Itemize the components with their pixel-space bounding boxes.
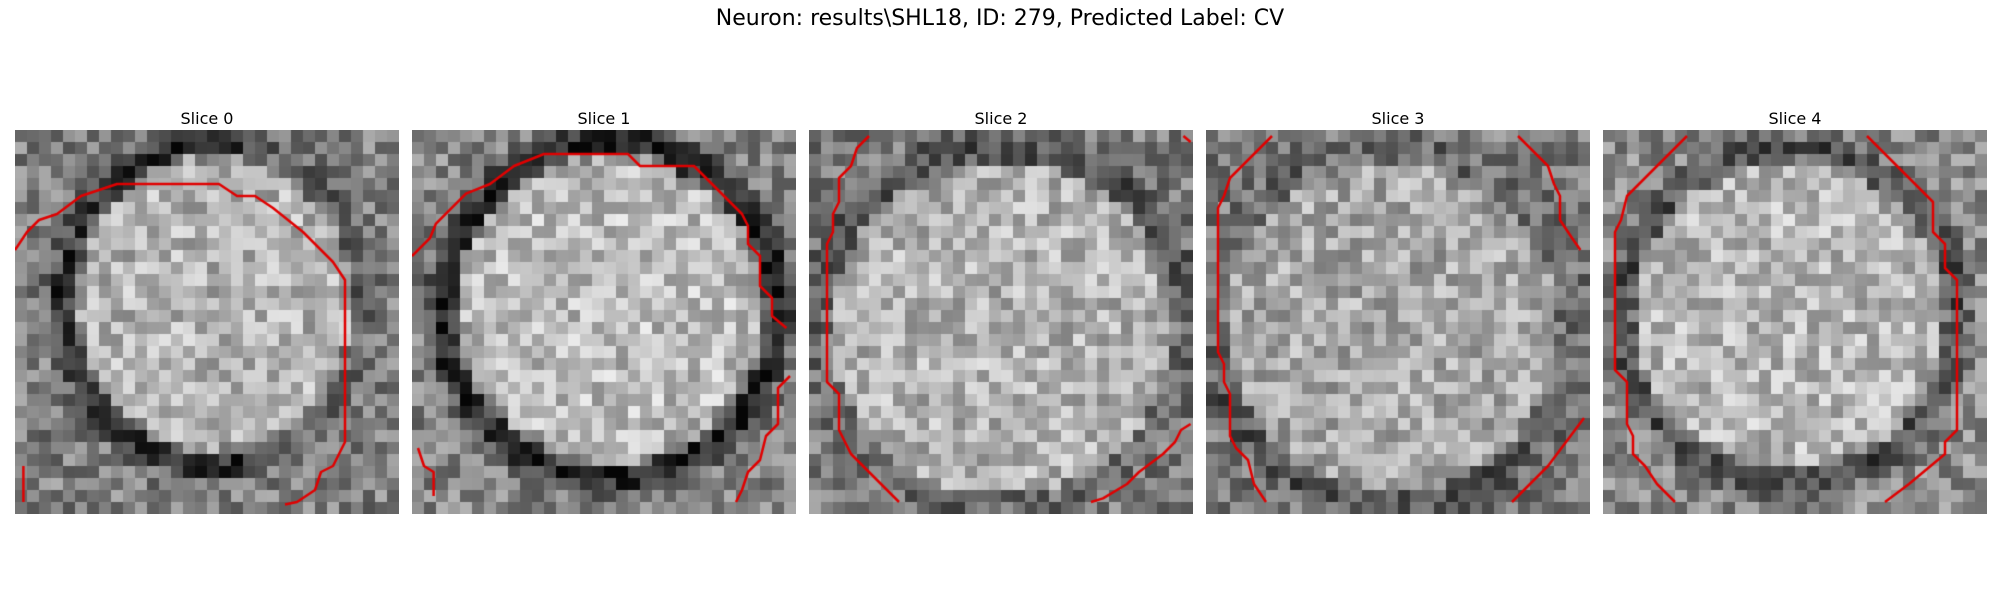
slice-panel-2: Slice 2: [809, 108, 1193, 514]
slice-title: Slice 3: [1371, 109, 1425, 128]
slice-title: Slice 4: [1768, 109, 1822, 128]
slice-panel-3: Slice 3: [1206, 108, 1590, 514]
slice-title: Slice 1: [577, 109, 631, 128]
slice-image: [1206, 130, 1590, 514]
slice-image: [809, 130, 1193, 514]
slice-title: Slice 0: [180, 109, 234, 128]
figure-title: Neuron: results\SHL18, ID: 279, Predicte…: [715, 6, 1285, 31]
slice-panel-4: Slice 4: [1603, 108, 1987, 514]
slice-panel-0: Slice 0: [15, 108, 399, 514]
slice-panel-1: Slice 1: [412, 108, 796, 514]
slice-image: [15, 130, 399, 514]
slice-image: [1603, 130, 1987, 514]
slice-title: Slice 2: [974, 109, 1028, 128]
slice-image: [412, 130, 796, 514]
